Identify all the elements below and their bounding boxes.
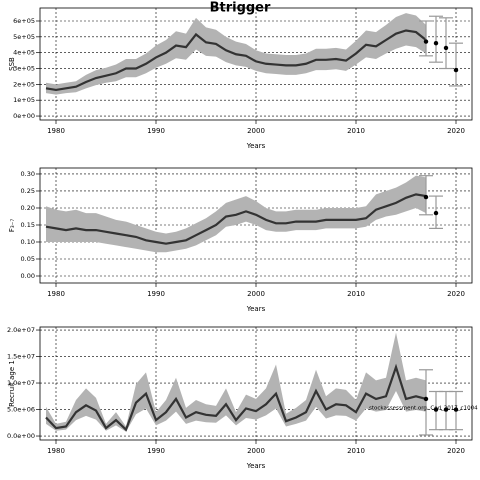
y-axis-label: F₃₋₇ [8,219,16,233]
annotation: stockassessment.org, Cod_2017_c1004 [369,406,478,412]
x-tick-label: 2010 [347,447,365,455]
y-tick-label: 0.20 [21,204,35,212]
estimate-line [45,363,427,432]
y-tick-label: 0.00 [21,272,35,280]
y-tick-label: 3e+05 [13,65,35,73]
forecast-point [433,210,439,216]
x-tick-label: 2020 [447,290,465,298]
y-tick-label: 4e+05 [13,49,35,57]
forecast-point [443,407,449,412]
forecast-point [443,45,449,51]
y-tick-label: 1.5e+07 [7,353,35,361]
y-tick-label: 5.0e+06 [7,406,35,414]
x-tick-label: 1990 [147,447,165,455]
y-tick-label: 0.0e+00 [7,432,35,440]
x-tick-label: 2000 [247,290,265,298]
y-tick-label: 2.0e+07 [7,326,35,334]
forecast-point [433,407,439,412]
forecast-point [453,67,459,73]
x-tick-label: 1980 [47,447,65,455]
x-tick-label: 2010 [347,127,365,135]
forecast-point [423,39,429,44]
forecast-point [423,194,429,200]
y-tick-label: 5e+05 [13,33,35,41]
x-tick-label: 1990 [147,290,165,298]
y-tick-label: 0.25 [21,187,35,195]
chart-title: Btrigger [210,1,271,16]
estimate-line [45,29,427,92]
x-axis-label: Years [246,462,266,470]
forecast-point [433,40,439,46]
y-tick-label: 1e+05 [13,96,35,104]
x-tick-label: 1980 [47,127,65,135]
y-tick-label: 2e+05 [13,80,35,88]
x-axis-label: Years [246,142,266,150]
x-tick-label: 1980 [47,290,65,298]
y-tick-label: 0e+00 [13,112,35,120]
forecast-point [453,407,459,412]
y-tick-label: 0.10 [21,238,35,246]
y-axis-label: SSB [8,57,16,71]
estimate-line [45,193,427,245]
y-tick-label: 0.05 [21,255,35,263]
y-tick-label: 1.0e+07 [7,379,35,387]
y-tick-label: 0.15 [21,221,35,229]
x-axis-label: Years [246,305,266,313]
x-tick-label: 2020 [447,447,465,455]
forecast-point [423,396,429,402]
x-tick-label: 1990 [147,127,165,135]
y-tick-label: 0.30 [21,170,35,178]
y-axis-label: Recruit age 1 [8,360,16,407]
x-tick-label: 2000 [247,127,265,135]
x-tick-label: 2000 [247,447,265,455]
x-tick-label: 2020 [447,127,465,135]
plot-frame [39,167,473,284]
plot-frame [39,326,473,441]
y-tick-label: 6e+05 [13,17,35,25]
plot-frame [39,7,473,121]
x-tick-label: 2010 [347,290,365,298]
